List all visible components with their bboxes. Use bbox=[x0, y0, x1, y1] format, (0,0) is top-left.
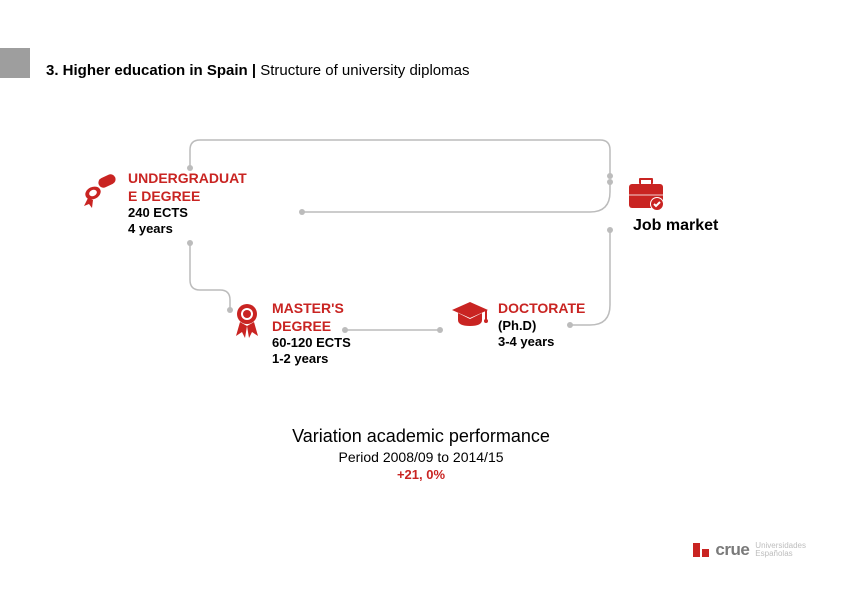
doctorate-phd: (Ph.D) bbox=[498, 318, 585, 334]
logo-subtitle: Universidades Españolas bbox=[755, 542, 806, 558]
logo-sub2: Españolas bbox=[755, 550, 806, 558]
undergrad-ects: 240 ECTS bbox=[128, 205, 247, 221]
master-ects: 60-120 ECTS bbox=[272, 335, 351, 351]
undergrad-title-l2: E DEGREE bbox=[128, 188, 247, 206]
stats-block: Variation academic performance Period 20… bbox=[0, 426, 842, 482]
jobmarket-text: Job market bbox=[633, 216, 718, 236]
stats-line1: Variation academic performance bbox=[0, 426, 842, 447]
doctorate-years: 3-4 years bbox=[498, 334, 585, 350]
master-text: MASTER'S DEGREE 60-120 ECTS 1-2 years bbox=[272, 300, 351, 368]
doctorate-title: DOCTORATE bbox=[498, 300, 585, 318]
corner-accent bbox=[0, 48, 30, 78]
title-bold: 3. Higher education in Spain | bbox=[46, 62, 256, 79]
logo-mark-icon bbox=[693, 543, 709, 557]
medal-icon bbox=[230, 300, 264, 345]
diagram-area: UNDERGRADUAT E DEGREE 240 ECTS 4 years M… bbox=[80, 130, 780, 410]
master-years: 1-2 years bbox=[272, 351, 351, 367]
stats-line2: Period 2008/09 to 2014/15 bbox=[0, 449, 842, 465]
undergrad-title-l1: UNDERGRADUAT bbox=[128, 170, 247, 188]
master-title-l1: MASTER'S bbox=[272, 300, 351, 318]
footer-logo: crue Universidades Españolas bbox=[693, 540, 806, 560]
diploma-icon bbox=[80, 170, 120, 215]
node-doctorate: DOCTORATE (Ph.D) 3-4 years bbox=[450, 300, 585, 350]
page-title: 3. Higher education in Spain | Structure… bbox=[46, 62, 469, 79]
node-master: MASTER'S DEGREE 60-120 ECTS 1-2 years bbox=[230, 300, 351, 368]
briefcase-icon bbox=[625, 176, 667, 219]
graduation-cap-icon bbox=[450, 300, 490, 335]
stats-line3: +21, 0% bbox=[0, 467, 842, 482]
undergrad-years: 4 years bbox=[128, 221, 247, 237]
title-normal: Structure of university diplomas bbox=[256, 62, 469, 79]
node-undergraduate: UNDERGRADUAT E DEGREE 240 ECTS 4 years bbox=[80, 170, 247, 238]
node-job-market: Job market bbox=[625, 176, 718, 236]
doctorate-text: DOCTORATE (Ph.D) 3-4 years bbox=[498, 300, 585, 350]
undergrad-text: UNDERGRADUAT E DEGREE 240 ECTS 4 years bbox=[128, 170, 247, 238]
jobmarket-label: Job market bbox=[633, 216, 718, 236]
logo-word: crue bbox=[715, 540, 749, 560]
master-title-l2: DEGREE bbox=[272, 318, 351, 336]
